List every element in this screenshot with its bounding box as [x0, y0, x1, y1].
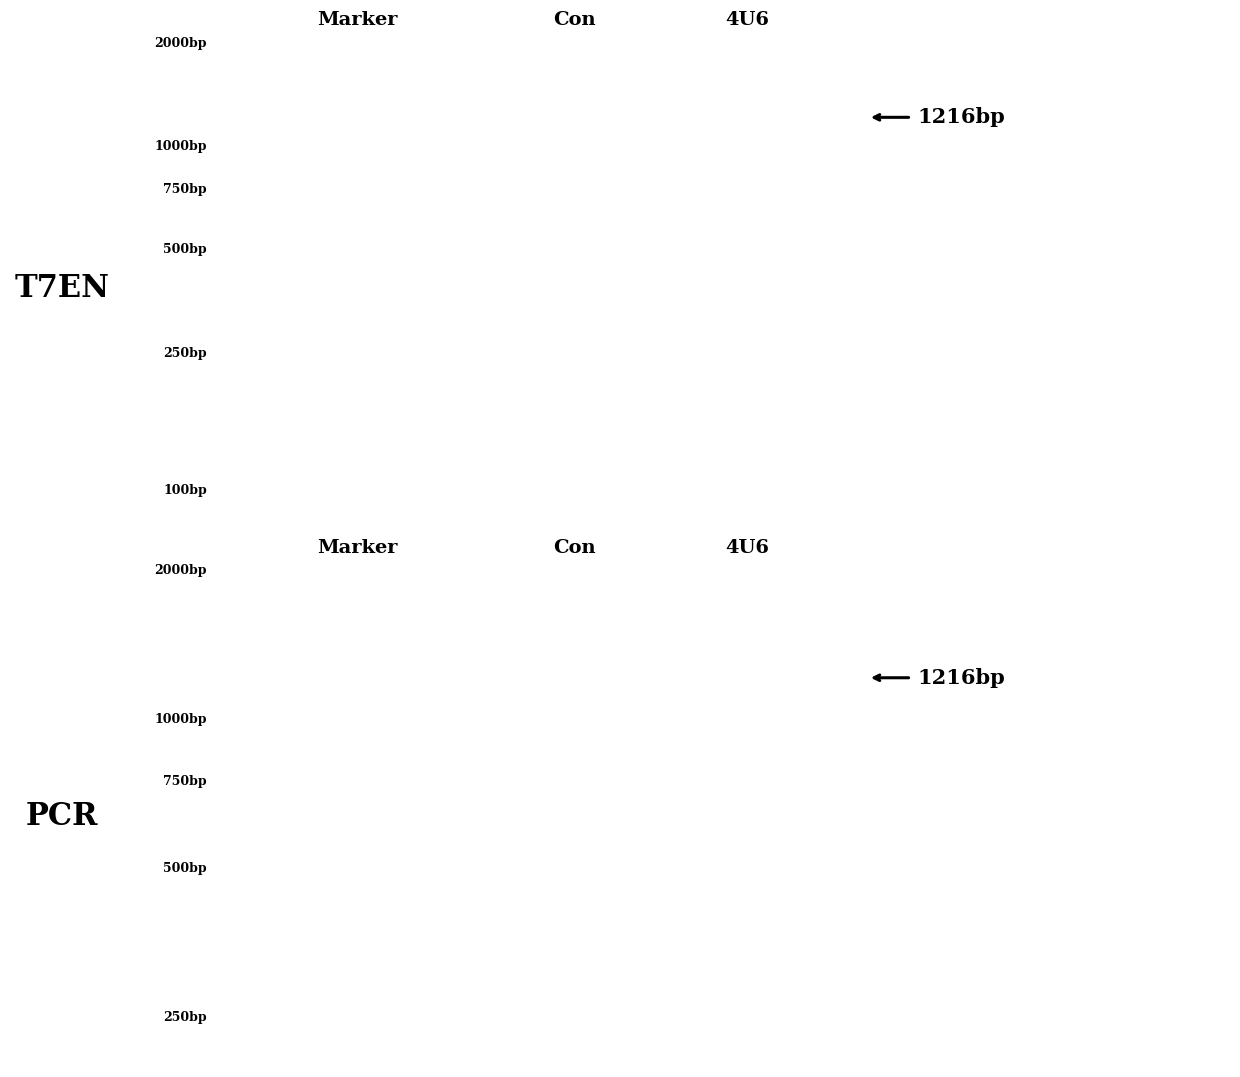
Text: Con: Con — [553, 11, 596, 29]
Text: 500bp: 500bp — [164, 863, 207, 876]
FancyBboxPatch shape — [249, 777, 465, 787]
Text: Marker: Marker — [317, 11, 398, 29]
Text: 750bp: 750bp — [164, 775, 207, 788]
Text: 1216bp: 1216bp — [918, 668, 1006, 688]
Text: 100bp: 100bp — [164, 484, 207, 496]
Text: Con: Con — [553, 538, 596, 557]
Text: 500bp: 500bp — [164, 243, 207, 256]
FancyBboxPatch shape — [465, 671, 694, 684]
Text: 4U6: 4U6 — [725, 11, 769, 29]
Text: 1216bp: 1216bp — [918, 108, 1006, 127]
FancyBboxPatch shape — [249, 141, 465, 152]
Text: 250bp: 250bp — [164, 347, 207, 360]
Text: Marker: Marker — [317, 538, 398, 557]
FancyBboxPatch shape — [249, 38, 465, 48]
Text: 1000bp: 1000bp — [155, 713, 207, 726]
Text: 1000bp: 1000bp — [155, 140, 207, 153]
FancyBboxPatch shape — [249, 184, 465, 194]
Text: PCR: PCR — [26, 801, 98, 833]
Text: 750bp: 750bp — [164, 183, 207, 196]
FancyBboxPatch shape — [465, 112, 694, 123]
Text: 2000bp: 2000bp — [155, 37, 207, 50]
Text: 250bp: 250bp — [164, 1011, 207, 1024]
Text: T7EN: T7EN — [15, 274, 109, 305]
Text: 2000bp: 2000bp — [155, 564, 207, 577]
FancyBboxPatch shape — [249, 244, 465, 255]
Text: 4U6: 4U6 — [725, 538, 769, 557]
